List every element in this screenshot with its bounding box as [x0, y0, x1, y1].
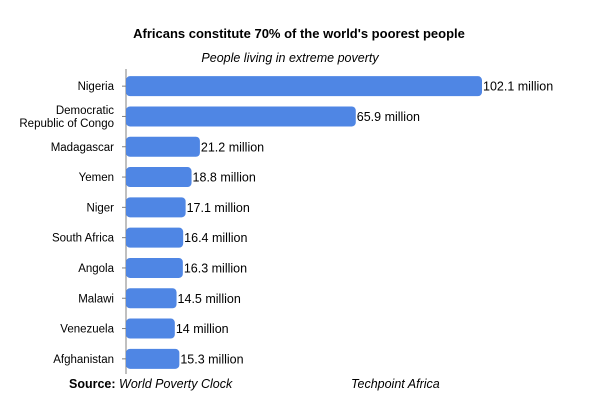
bar-nigeria: [126, 76, 482, 97]
category-label: Malawi: [78, 293, 114, 305]
source-label: Source:: [69, 377, 116, 391]
data-label: 16.4 million: [184, 231, 247, 245]
bar-democratic-republic-of-congo: [126, 106, 356, 127]
category-label: Angola: [78, 263, 114, 275]
category-label: Democratic Republic of Congo: [19, 105, 114, 130]
category-label: Nigeria: [78, 81, 115, 93]
bar-venezuela: [126, 318, 175, 339]
data-label: 14 million: [176, 322, 229, 336]
category-label: Yemen: [79, 172, 114, 184]
bar-angola: [126, 257, 183, 278]
chart-title: Africans constitute 70% of the world's p…: [133, 26, 465, 41]
bar-south-africa: [126, 227, 184, 248]
chart-subtitle: People living in extreme poverty: [201, 51, 379, 65]
category-label: Madagascar: [51, 142, 114, 154]
category-label: Afghanistan: [53, 354, 114, 366]
data-label: 14.5 million: [178, 292, 241, 306]
bar-madagascar: [126, 136, 200, 157]
category-label: Venezuela: [60, 324, 114, 336]
data-label: 18.8 million: [193, 171, 256, 185]
source-note: Source: World Poverty Clock: [69, 377, 232, 391]
data-label: 65.9 million: [357, 110, 420, 124]
bar-niger: [126, 197, 186, 218]
bar-afghanistan: [126, 348, 180, 369]
source-text: World Poverty Clock: [119, 377, 233, 391]
bar-malawi: [126, 288, 177, 309]
data-label: 21.2 million: [201, 140, 264, 154]
data-label: 15.3 million: [180, 352, 243, 366]
category-label: Niger: [87, 202, 115, 214]
bars-group: 102.1 million Nigeria 65.9 million Democrat…: [19, 69, 553, 374]
data-label: 16.3 million: [184, 261, 247, 275]
data-label: 17.1 million: [187, 201, 250, 215]
bar-yemen: [126, 167, 192, 188]
data-label: 102.1 million: [483, 80, 553, 94]
brand-credit: Techpoint Africa: [351, 377, 440, 391]
category-label: South Africa: [52, 233, 115, 245]
